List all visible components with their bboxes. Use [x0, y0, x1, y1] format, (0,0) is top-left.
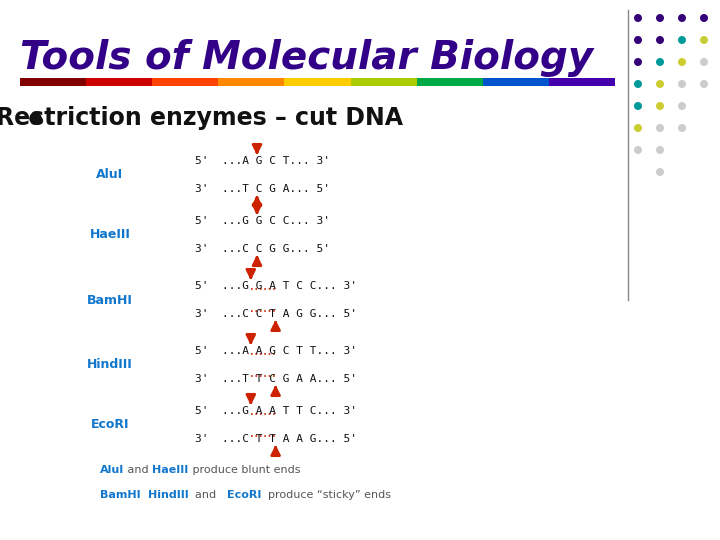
- Bar: [417, 78, 483, 86]
- Text: 5'  ...G G A T C C... 3': 5' ...G G A T C C... 3': [195, 281, 357, 291]
- Circle shape: [656, 146, 664, 154]
- Circle shape: [634, 14, 642, 22]
- Circle shape: [656, 36, 664, 44]
- Circle shape: [634, 80, 642, 88]
- Text: HaeIII: HaeIII: [153, 465, 189, 475]
- Text: 5'  ...A A G C T T... 3': 5' ...A A G C T T... 3': [195, 346, 357, 356]
- Circle shape: [656, 80, 664, 88]
- Text: and: and: [189, 490, 227, 500]
- Bar: [152, 78, 218, 86]
- Text: BamHI: BamHI: [100, 490, 140, 500]
- Text: AluI: AluI: [96, 168, 124, 181]
- Text: AluI: AluI: [100, 465, 125, 475]
- Circle shape: [678, 58, 686, 66]
- Text: 3'  ...C T T A A G... 5': 3' ...C T T A A G... 5': [195, 434, 357, 444]
- Circle shape: [700, 58, 708, 66]
- Circle shape: [678, 36, 686, 44]
- Circle shape: [656, 168, 664, 176]
- Circle shape: [656, 58, 664, 66]
- Text: 3'  ...C C T A G G... 5': 3' ...C C T A G G... 5': [195, 309, 357, 319]
- Bar: [86, 78, 152, 86]
- Circle shape: [634, 36, 642, 44]
- Circle shape: [656, 124, 664, 132]
- Text: EcoRI: EcoRI: [227, 490, 261, 500]
- Text: EcoRI: EcoRI: [91, 418, 130, 431]
- Circle shape: [634, 146, 642, 154]
- Bar: [218, 78, 284, 86]
- Circle shape: [656, 102, 664, 110]
- Circle shape: [700, 36, 708, 44]
- Text: 3'  ...C C G G... 5': 3' ...C C G G... 5': [195, 244, 330, 254]
- Circle shape: [634, 102, 642, 110]
- Text: Tools of Molecular Biology: Tools of Molecular Biology: [20, 39, 593, 77]
- Bar: [20, 78, 86, 86]
- Text: produce blunt ends: produce blunt ends: [189, 465, 300, 475]
- Circle shape: [700, 14, 708, 22]
- Text: Restriction enzymes – cut DNA: Restriction enzymes – cut DNA: [0, 106, 403, 130]
- Bar: [549, 78, 615, 86]
- Circle shape: [678, 14, 686, 22]
- Text: HaeIII: HaeIII: [89, 228, 130, 241]
- Circle shape: [678, 102, 686, 110]
- Circle shape: [634, 124, 642, 132]
- Bar: [483, 78, 549, 86]
- Text: 3'  ...T T C G A A... 5': 3' ...T T C G A A... 5': [195, 374, 357, 384]
- Circle shape: [678, 124, 686, 132]
- Text: 5'  ...G G C C... 3': 5' ...G G C C... 3': [195, 216, 330, 226]
- Circle shape: [700, 80, 708, 88]
- Circle shape: [634, 58, 642, 66]
- Text: BamHI: BamHI: [87, 294, 133, 307]
- Text: 5'  ...G A A T T C... 3': 5' ...G A A T T C... 3': [195, 406, 357, 416]
- Bar: [284, 78, 351, 86]
- Text: 5'  ...A G C T... 3': 5' ...A G C T... 3': [195, 156, 330, 166]
- Circle shape: [678, 80, 686, 88]
- Text: HindIII: HindIII: [148, 490, 189, 500]
- Text: HindIII: HindIII: [87, 359, 133, 372]
- Circle shape: [656, 14, 664, 22]
- Text: produce “sticky” ends: produce “sticky” ends: [261, 490, 392, 500]
- Text: and: and: [125, 465, 153, 475]
- Bar: [351, 78, 417, 86]
- Text: 3'  ...T C G A... 5': 3' ...T C G A... 5': [195, 184, 330, 194]
